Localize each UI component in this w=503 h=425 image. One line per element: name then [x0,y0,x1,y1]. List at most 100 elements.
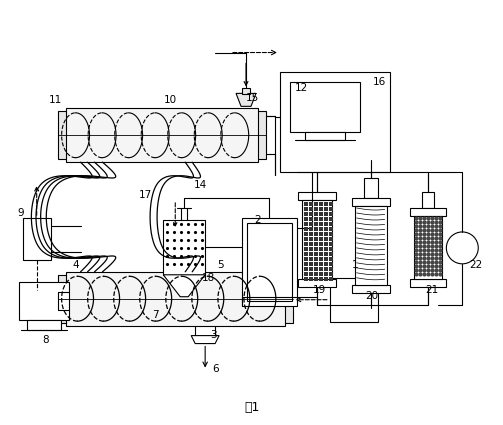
Polygon shape [163,275,205,297]
Bar [319,202,323,206]
Bar [309,262,313,266]
Bar [410,279,446,287]
Bar [324,277,328,281]
Bar [309,257,313,261]
Bar [324,262,328,266]
Bar [280,72,389,172]
Text: 5: 5 [217,260,223,270]
Text: 21: 21 [425,285,438,295]
Bar [309,207,313,211]
Bar [309,232,313,236]
Bar [304,277,308,281]
Bar [319,257,323,261]
Bar [352,198,389,206]
Bar [58,275,67,323]
Bar [302,200,332,279]
Bar [314,217,318,221]
Bar [305,132,345,140]
Bar [324,202,328,206]
Bar [304,212,308,216]
Bar [242,88,250,94]
Bar [309,272,313,276]
Bar [314,262,318,266]
Bar [329,202,332,206]
Bar [324,247,328,251]
Bar [319,262,323,266]
Bar [309,267,313,271]
Bar [414,216,442,279]
Bar [58,111,67,159]
Bar [364,178,378,198]
Bar [304,272,308,276]
Bar [329,272,332,276]
Bar [65,108,258,162]
Bar [304,227,308,231]
Bar [319,252,323,256]
Text: 3: 3 [210,330,216,340]
Bar [324,242,328,246]
Bar [329,207,332,211]
Bar [309,252,313,256]
Bar [319,272,323,276]
Bar [314,252,318,256]
Bar [256,111,266,159]
Text: 7: 7 [152,310,158,320]
Bar [314,232,318,236]
Bar [324,207,328,211]
Bar [304,262,308,266]
Bar [304,202,308,206]
Bar [324,267,328,271]
Bar [329,227,332,231]
Bar [314,202,318,206]
Text: 18: 18 [202,273,215,283]
Bar [309,227,313,231]
Bar [304,207,308,211]
Bar [319,217,323,221]
Bar [314,257,318,261]
Bar [304,217,308,221]
Bar [329,232,332,236]
Text: 图1: 图1 [244,401,260,414]
Bar [314,272,318,276]
Text: 17: 17 [139,190,152,200]
Bar [304,247,308,251]
Text: 11: 11 [49,95,62,105]
Bar [314,267,318,271]
Text: 9: 9 [18,208,24,218]
Bar [314,212,318,216]
Bar [309,277,313,281]
Bar [329,277,332,281]
Bar [329,262,332,266]
Bar [329,242,332,246]
Bar [319,237,323,241]
Text: 8: 8 [42,334,49,345]
Text: 6: 6 [212,365,218,374]
Bar [319,267,323,271]
Bar [283,275,293,323]
Bar [19,282,68,320]
Bar [324,227,328,231]
Bar [309,222,313,226]
Bar [309,202,313,206]
Bar [304,232,308,236]
Bar [314,207,318,211]
Bar [324,257,328,261]
Bar [330,278,378,322]
Bar [247,223,292,301]
Bar [298,192,336,200]
Bar [242,218,297,306]
Bar [304,222,308,226]
Bar [324,237,328,241]
Bar [329,252,332,256]
Bar [319,222,323,226]
Bar [319,212,323,216]
Bar [27,320,61,330]
Bar [324,217,328,221]
Bar [319,232,323,236]
Bar [329,222,332,226]
Polygon shape [236,94,256,106]
Text: 22: 22 [470,260,483,270]
Bar [304,242,308,246]
Bar [329,267,332,271]
Bar [309,217,313,221]
